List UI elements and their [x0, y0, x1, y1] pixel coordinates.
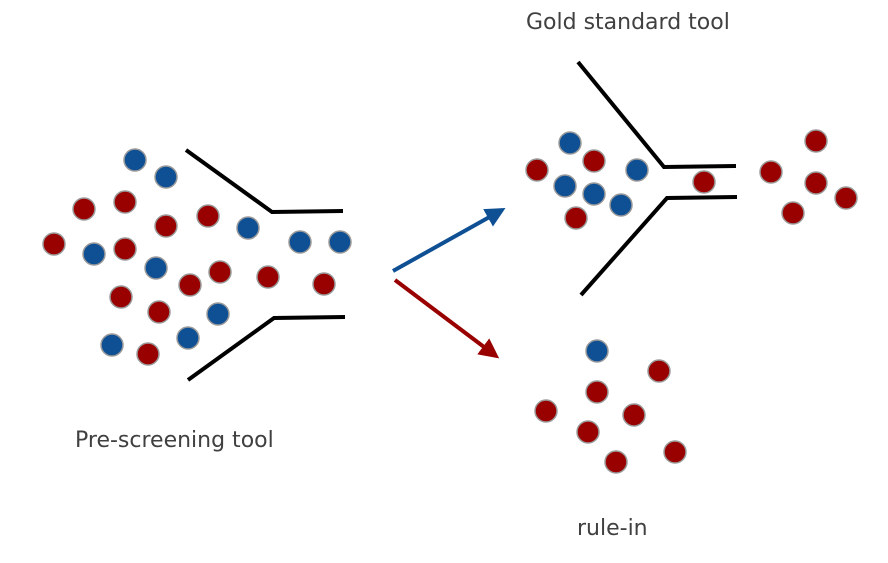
pre-red-dot [113, 190, 137, 214]
pre-red-dot [178, 273, 202, 297]
rule-red-dot [534, 399, 558, 423]
pre-red-dot [196, 204, 220, 228]
rule-red-dot [576, 420, 600, 444]
pre-red-dot [256, 265, 280, 289]
rule-red-dot [585, 380, 609, 404]
pre-red-dot [147, 300, 171, 324]
gout-red-dot [834, 186, 858, 210]
gold-blue-dot [609, 193, 633, 217]
arrow-to-rule-in [393, 278, 500, 359]
rule-red-dot [604, 450, 628, 474]
gold-red-dot [582, 149, 606, 173]
gold-red-dot [564, 206, 588, 230]
pre-blue-dot [123, 148, 147, 172]
pre-red-dot [312, 272, 336, 296]
pre-red-dot [154, 214, 178, 238]
pre-blue-dot [328, 230, 352, 254]
pre-red-dot [113, 237, 137, 261]
pre-funnel-top-wall [184, 148, 344, 215]
gold-standard-label: Gold standard tool [526, 10, 730, 35]
rule-red-dot [622, 403, 646, 427]
gold-blue-dot [625, 158, 649, 182]
gold-standard-funnel [576, 60, 738, 297]
pre-blue-dot [176, 326, 200, 350]
pre-blue-dot [206, 302, 230, 326]
pre-funnel-bottom-wall [186, 315, 346, 382]
gout-red-dot [759, 160, 783, 184]
pre-blue-dot [154, 165, 178, 189]
gold-blue-dot [558, 131, 582, 155]
pre-blue-dot [288, 230, 312, 254]
gold-funnel-bottom-wall [579, 195, 738, 297]
pre-red-dot [72, 197, 96, 221]
gout-red-dot [781, 201, 805, 225]
pre-red-dot [42, 232, 66, 256]
pre-red-dot [136, 342, 160, 366]
gold-blue-dot [582, 182, 606, 206]
dots-layer [42, 129, 858, 474]
gold-blue-dot [553, 174, 577, 198]
gold-funnel-top-wall [576, 60, 737, 170]
pre-screening-funnel [184, 148, 346, 382]
rule-blue-dot [585, 339, 609, 363]
rule-red-dot [647, 359, 671, 383]
gout-red-dot [804, 129, 828, 153]
rule-in-label: rule-in [577, 516, 648, 541]
pre-blue-dot [82, 242, 106, 266]
pre-blue-dot [236, 216, 260, 240]
gout-red-dot [804, 171, 828, 195]
pre-blue-dot [100, 333, 124, 357]
pre-red-dot [208, 260, 232, 284]
pre-screening-label: Pre-screening tool [75, 428, 274, 453]
pre-blue-dot [144, 256, 168, 280]
pre-red-dot [109, 285, 133, 309]
gold-red-dot [692, 170, 716, 194]
rule-red-dot [663, 440, 687, 464]
arrow-to-gold-standard [392, 208, 506, 273]
gold-red-dot [525, 158, 549, 182]
